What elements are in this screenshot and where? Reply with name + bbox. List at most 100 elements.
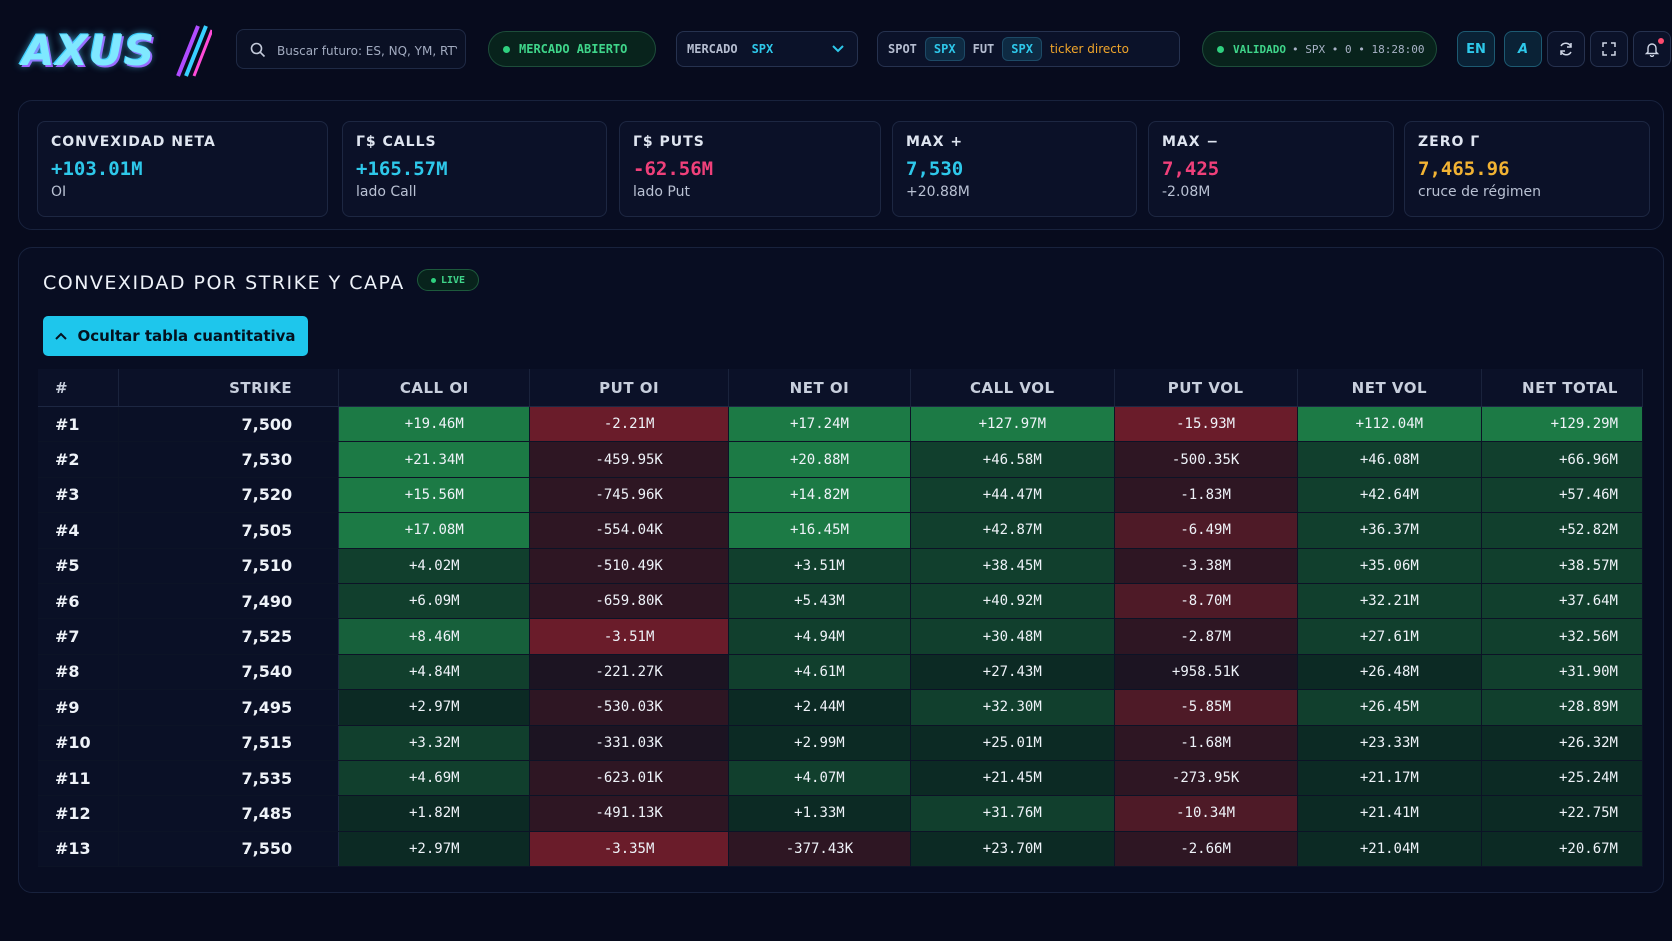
cell-net-vol: +21.17M — [1297, 760, 1482, 797]
language-button[interactable]: EN — [1457, 31, 1495, 67]
cell-net-total: +28.89M — [1481, 689, 1644, 726]
top-bar: AXUS MERCADO ABIERTO MERCADO SPX SPOT SP… — [0, 0, 1672, 100]
live-text: LIVE — [440, 274, 466, 286]
cell-put-oi: -491.13K — [529, 795, 729, 832]
table-row[interactable]: #3 7,520 +15.56M -745.96K +14.82M +44.47M -1.8… — [38, 477, 1644, 514]
col-header-call-vol[interactable]: CALL VOL — [910, 369, 1115, 407]
cell-idx: #2 — [38, 441, 120, 478]
col-header-net-vol[interactable]: NET VOL — [1297, 369, 1482, 407]
col-header-net-oi[interactable]: NET OI — [728, 369, 912, 407]
cell-call-vol: +21.45M — [910, 760, 1115, 797]
table-row[interactable]: #10 7,515 +3.32M -331.03K +2.99M +25.01M -1.68… — [38, 725, 1644, 761]
table-row[interactable]: #4 7,505 +17.08M -554.04K +16.45M +42.87M -6.4… — [38, 512, 1644, 549]
cell-call-oi: +4.02M — [338, 548, 531, 584]
stat-title: MAX + — [906, 134, 964, 150]
fut-label: FUT — [972, 42, 995, 56]
search-input[interactable] — [275, 39, 459, 63]
stat-card-gamma-puts: Γ$ PUTS -62.56M lado Put — [619, 121, 881, 217]
col-header-strike[interactable]: STRIKE — [118, 369, 340, 407]
cell-net-vol: +21.04M — [1297, 831, 1482, 868]
stat-card-max-positive: MAX + 7,530 +20.88M — [892, 121, 1137, 217]
cell-put-vol: +958.51K — [1114, 654, 1298, 691]
cell-net-total: +38.57M — [1481, 548, 1644, 584]
cell-idx: #8 — [38, 654, 120, 691]
cell-put-oi: -530.03K — [529, 689, 729, 726]
stat-title: MAX − — [1162, 134, 1220, 150]
market-select-label: MERCADO — [687, 42, 738, 56]
table-row[interactable]: #1 7,500 +19.46M -2.21M +17.24M +127.97M -15.9… — [38, 406, 1644, 443]
cell-strike: 7,535 — [118, 760, 340, 797]
stat-subtitle: -2.08M — [1162, 184, 1211, 200]
table-row[interactable]: #13 7,550 +2.97M -3.35M -377.43K +23.70M -2.66… — [38, 831, 1644, 868]
stats-panel: CONVEXIDAD NETA +103.01M OI Γ$ CALLS +16… — [18, 100, 1664, 230]
stat-title: Γ$ PUTS — [633, 134, 705, 150]
search-box[interactable] — [236, 29, 466, 69]
refresh-button[interactable] — [1547, 31, 1585, 67]
cell-call-oi: +15.56M — [338, 477, 531, 514]
table-row[interactable]: #5 7,510 +4.02M -510.49K +3.51M +38.45M -3.38M… — [38, 548, 1644, 584]
col-header-net-total[interactable]: NET TOTAL — [1481, 369, 1644, 407]
cell-net-vol: +26.45M — [1297, 689, 1482, 726]
font-button[interactable]: A — [1504, 31, 1542, 67]
stat-value: +165.57M — [356, 158, 448, 180]
cell-strike: 7,530 — [118, 441, 340, 478]
cell-net-total: +66.96M — [1481, 441, 1644, 478]
cell-idx: #13 — [38, 831, 120, 868]
cell-put-oi: -659.80K — [529, 583, 729, 620]
cell-strike: 7,540 — [118, 654, 340, 691]
cell-net-vol: +35.06M — [1297, 548, 1482, 584]
cell-strike: 7,500 — [118, 406, 340, 443]
notifications-button[interactable] — [1633, 31, 1671, 67]
cell-call-vol: +23.70M — [910, 831, 1115, 868]
fullscreen-button[interactable] — [1590, 31, 1628, 67]
cell-net-oi: +4.07M — [728, 760, 912, 797]
table-row[interactable]: #8 7,540 +4.84M -221.27K +4.61M +27.43M +958.5… — [38, 654, 1644, 691]
cell-call-vol: +27.43M — [910, 654, 1115, 691]
cell-idx: #5 — [38, 548, 120, 584]
cell-idx: #4 — [38, 512, 120, 549]
cell-put-oi: -3.51M — [529, 618, 729, 655]
live-badge: LIVE — [417, 269, 479, 291]
cell-put-vol: -6.49M — [1114, 512, 1298, 549]
market-select[interactable]: MERCADO SPX — [676, 31, 858, 67]
spot-ticker-chip[interactable]: SPX — [924, 37, 965, 61]
stat-title: Γ$ CALLS — [356, 134, 437, 150]
cell-call-vol: +40.92M — [910, 583, 1115, 620]
table-row[interactable]: #12 7,485 +1.82M -491.13K +1.33M +31.76M -10.3… — [38, 795, 1644, 832]
cell-net-vol: +32.21M — [1297, 583, 1482, 620]
cell-put-vol: -500.35K — [1114, 441, 1298, 478]
cell-call-oi: +4.69M — [338, 760, 531, 797]
stat-subtitle: lado Put — [633, 184, 690, 200]
stat-title: CONVEXIDAD NETA — [51, 134, 216, 150]
cell-call-oi: +8.46M — [338, 618, 531, 655]
cell-put-oi: -510.49K — [529, 548, 729, 584]
cell-net-vol: +26.48M — [1297, 654, 1482, 691]
table-row[interactable]: #11 7,535 +4.69M -623.01K +4.07M +21.45M -273.… — [38, 760, 1644, 797]
toggle-table-button[interactable]: Ocultar tabla cuantitativa — [43, 316, 308, 356]
validation-badge: VALIDADO • SPX • 0 • 18:28:00 — [1202, 31, 1437, 67]
table-row[interactable]: #6 7,490 +6.09M -659.80K +5.43M +40.92M -8.70M… — [38, 583, 1644, 620]
stat-value: 7,465.96 — [1418, 158, 1510, 180]
stat-card-gamma-calls: Γ$ CALLS +165.57M lado Call — [342, 121, 607, 217]
table-row[interactable]: #2 7,530 +21.34M -459.95K +20.88M +46.58M -500… — [38, 441, 1644, 478]
cell-call-oi: +21.34M — [338, 441, 531, 478]
fut-ticker-chip[interactable]: SPX — [1002, 37, 1042, 61]
table-row[interactable]: #7 7,525 +8.46M -3.51M +4.94M +30.48M -2.87M +2… — [38, 618, 1644, 655]
cell-net-total: +57.46M — [1481, 477, 1644, 514]
notification-dot — [1658, 38, 1664, 44]
table-row[interactable]: #9 7,495 +2.97M -530.03K +2.44M +32.30M -5.85M… — [38, 689, 1644, 726]
cell-net-oi: +16.45M — [728, 512, 912, 549]
logo-slash-icon — [176, 25, 212, 77]
stat-subtitle: OI — [51, 184, 67, 200]
table-body: #1 7,500 +19.46M -2.21M +17.24M +127.97M -15.9… — [38, 406, 1644, 868]
col-header-index[interactable]: # — [38, 369, 120, 407]
cell-put-oi: -554.04K — [529, 512, 729, 549]
ticker-mode-link[interactable]: ticker directo — [1049, 42, 1129, 56]
axus-logo[interactable]: AXUS — [22, 20, 212, 82]
cell-idx: #7 — [38, 618, 120, 655]
col-header-put-oi[interactable]: PUT OI — [529, 369, 729, 407]
col-header-put-vol[interactable]: PUT VOL — [1114, 369, 1298, 407]
col-header-call-oi[interactable]: CALL OI — [338, 369, 531, 407]
cell-put-vol: -15.93M — [1114, 406, 1298, 443]
fullscreen-icon — [1602, 42, 1616, 56]
